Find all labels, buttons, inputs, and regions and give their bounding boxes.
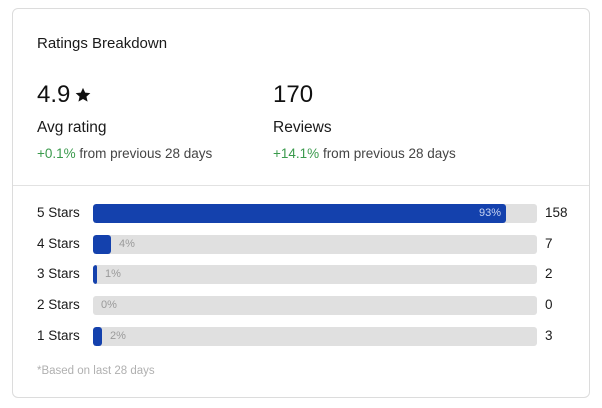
avg-rating-delta-suffix: from previous 28 days (79, 146, 213, 161)
rating-row: 3 Stars 1% 2 (37, 265, 567, 285)
rating-bar-fill (93, 326, 102, 346)
rating-row: 2 Stars 0% 0 (37, 296, 567, 316)
avg-rating-change: +0.1% from previous 28 days (37, 146, 212, 161)
card-title: Ratings Breakdown (37, 35, 168, 52)
rating-bar-track: 0% (93, 296, 537, 316)
rating-row: 5 Stars 93% 158 (37, 204, 568, 223)
rating-bar-fill (93, 234, 111, 254)
rating-row: 4 Stars 4% 7 (37, 234, 567, 254)
avg-rating-value: 4.9 (37, 81, 71, 108)
section-divider (13, 185, 589, 186)
avg-rating-stat: 4.9 Avg rating +0.1% from previous 28 da… (37, 81, 212, 161)
avg-rating-label: Avg rating (37, 119, 107, 136)
rating-row-count: 3 (545, 327, 553, 343)
rating-bar-percent: 1% (105, 268, 121, 281)
rating-bar-fill (93, 204, 506, 223)
avg-rating-value-row: 4.9 (37, 81, 212, 109)
rating-row-label: 4 Stars (37, 235, 80, 251)
rating-bar-percent: 2% (110, 329, 126, 342)
footnote: *Based on last 28 days (37, 365, 155, 377)
rating-row-count: 2 (545, 266, 553, 282)
rating-row-label: 2 Stars (37, 297, 80, 313)
reviews-delta: +14.1% (273, 146, 320, 161)
avg-rating-delta: +0.1% (37, 146, 76, 161)
rating-row-label: 1 Stars (37, 327, 80, 343)
rating-bar-track: 4% (93, 234, 537, 254)
rating-bar-percent: 0% (101, 299, 117, 312)
rating-bar-track: 1% (93, 265, 537, 285)
rating-bar-fill (93, 265, 97, 285)
rating-row-count: 7 (545, 235, 553, 251)
ratings-breakdown-card: Ratings Breakdown 4.9 Avg rating +0.1% f… (12, 8, 590, 398)
rating-row-label: 3 Stars (37, 266, 80, 282)
reviews-delta-suffix: from previous 28 days (322, 146, 456, 161)
reviews-label: Reviews (273, 119, 332, 136)
rating-row-label: 5 Stars (37, 205, 80, 220)
rating-bar-percent: 93% (478, 207, 501, 219)
rating-bar-track: 93% (93, 204, 537, 223)
reviews-value: 170 (273, 81, 314, 108)
rating-row-count: 158 (545, 205, 568, 220)
reviews-value-row: 170 (273, 81, 456, 109)
rating-row-count: 0 (545, 297, 553, 313)
rating-row: 1 Stars 2% 3 (37, 326, 567, 346)
rating-bar-percent: 4% (119, 237, 135, 250)
reviews-stat: 170 Reviews +14.1% from previous 28 days (273, 81, 456, 161)
star-icon (76, 87, 91, 102)
rating-bar-track: 2% (93, 326, 537, 346)
reviews-change: +14.1% from previous 28 days (273, 146, 456, 161)
ratings-distribution: 5 Stars 93% 158 4 Stars 4% 7 3 Stars 1% 2 2 Stars… (37, 204, 568, 357)
